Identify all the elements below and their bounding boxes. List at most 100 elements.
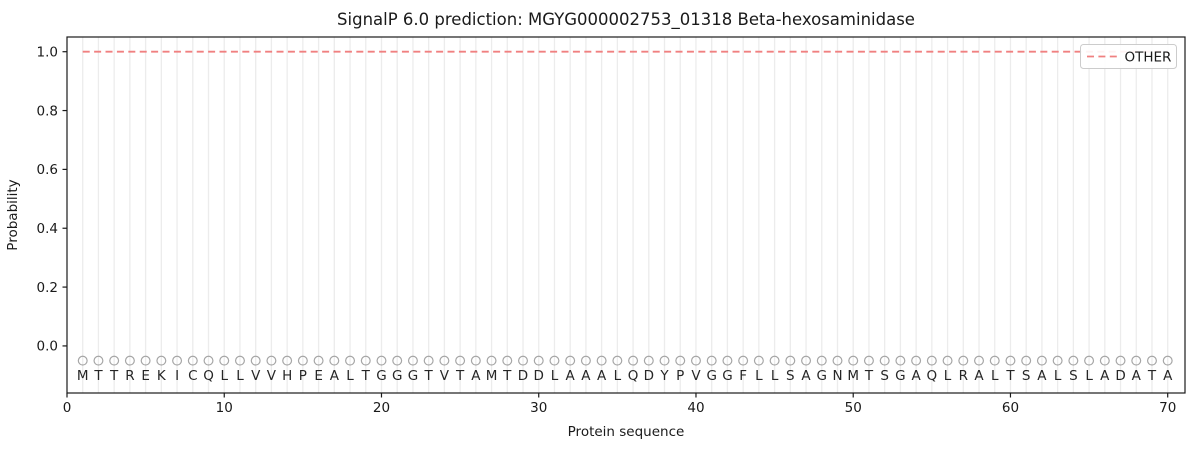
- residue-marker: [958, 355, 969, 366]
- residue-marker-layer: [77, 355, 1173, 366]
- residue-marker: [1036, 355, 1047, 366]
- residue-letter: R: [959, 368, 968, 384]
- residue-marker: [549, 355, 560, 366]
- residue-letter: G: [817, 368, 827, 384]
- x-axis-label: Protein sequence: [568, 424, 685, 440]
- residue-letter: N: [832, 368, 842, 384]
- residue-marker: [879, 355, 890, 366]
- residue-marker: [895, 355, 906, 366]
- residue-letter: Y: [659, 368, 669, 384]
- residue-marker: [219, 355, 230, 366]
- residue-marker: [816, 355, 827, 366]
- residue-letter: G: [706, 368, 716, 384]
- residue-letter: L: [346, 368, 354, 384]
- residue-marker: [628, 355, 639, 366]
- residue-marker: [612, 355, 623, 366]
- residue-letter: G: [392, 368, 402, 384]
- residue-letter: A: [911, 368, 921, 384]
- residue-letter: L: [755, 368, 763, 384]
- residue-marker: [785, 355, 796, 366]
- residue-letter: L: [771, 368, 779, 384]
- residue-marker: [124, 355, 135, 366]
- residue-letter: C: [188, 368, 197, 384]
- residue-letter: A: [1037, 368, 1047, 384]
- residue-letter: A: [566, 368, 576, 384]
- residue-letter: T: [864, 368, 874, 384]
- residue-letter: G: [408, 368, 418, 384]
- residue-letter: D: [1115, 368, 1125, 384]
- residue-marker: [911, 355, 922, 366]
- residue-marker: [282, 355, 293, 366]
- residue-letter: M: [77, 368, 89, 384]
- residue-marker: [172, 355, 183, 366]
- y-tick-label: 0.0: [37, 339, 58, 355]
- residue-marker: [675, 355, 686, 366]
- residue-marker: [250, 355, 261, 366]
- residue-letter: L: [1054, 368, 1062, 384]
- residue-marker: [93, 355, 104, 366]
- residue-marker: [423, 355, 434, 366]
- residue-letter: Q: [203, 368, 214, 384]
- residue-letter: G: [376, 368, 386, 384]
- residue-marker: [502, 355, 513, 366]
- x-tick-label: 40: [687, 400, 704, 416]
- axis-ticks-layer: 0 10 20 30 40 50 60 70 0.0 0.2 0.4 0.6 0.8 1.0: [37, 44, 1177, 416]
- residue-letter: S: [786, 368, 795, 384]
- residue-letter: V: [267, 368, 277, 384]
- residue-letter: A: [1132, 368, 1142, 384]
- residue-letter: T: [361, 368, 371, 384]
- residue-marker: [392, 355, 403, 366]
- x-tick-label: 0: [63, 400, 72, 416]
- residue-letter: T: [1005, 368, 1015, 384]
- residue-marker: [926, 355, 937, 366]
- residue-marker: [297, 355, 308, 366]
- residue-letter: A: [597, 368, 607, 384]
- residue-letter: A: [330, 368, 340, 384]
- residue-letter: A: [581, 368, 591, 384]
- residue-letter: D: [644, 368, 654, 384]
- residue-marker: [1099, 355, 1110, 366]
- residue-letter: M: [486, 368, 498, 384]
- residue-letter: A: [974, 368, 984, 384]
- residue-letter: L: [236, 368, 244, 384]
- residue-marker: [1131, 355, 1142, 366]
- residue-marker: [533, 355, 544, 366]
- y-tick-label: 0.4: [37, 221, 58, 237]
- residue-letter: M: [847, 368, 859, 384]
- residue-letter: P: [676, 368, 684, 384]
- residue-marker: [439, 355, 450, 366]
- residue-marker: [1052, 355, 1063, 366]
- residue-letter: Q: [927, 368, 938, 384]
- residue-marker: [77, 355, 88, 366]
- y-axis-label: Probability: [5, 179, 21, 250]
- y-tick-label: 0.2: [37, 280, 58, 296]
- residue-marker: [455, 355, 466, 366]
- residue-letter: T: [93, 368, 103, 384]
- residue-marker: [486, 355, 497, 366]
- residue-marker: [1084, 355, 1095, 366]
- residue-marker: [722, 355, 733, 366]
- residue-marker: [1115, 355, 1126, 366]
- y-tick-label: 0.8: [37, 103, 58, 119]
- plot-border: [66, 36, 1186, 394]
- gridlines: [82, 37, 1169, 393]
- residue-marker: [769, 355, 780, 366]
- residue-marker: [518, 355, 529, 366]
- residue-letter: T: [424, 368, 434, 384]
- x-tick-label: 60: [1002, 400, 1019, 416]
- residue-letter: E: [314, 368, 323, 384]
- residue-letter: E: [141, 368, 150, 384]
- x-tick-label: 10: [216, 400, 233, 416]
- residue-marker: [360, 355, 371, 366]
- residue-marker: [942, 355, 953, 366]
- residue-letter: A: [1100, 368, 1110, 384]
- residue-letter: K: [157, 368, 167, 384]
- residue-marker: [753, 355, 764, 366]
- residue-marker: [580, 355, 591, 366]
- residue-letter: L: [614, 368, 622, 384]
- residue-marker: [974, 355, 985, 366]
- residue-marker: [1005, 355, 1016, 366]
- residue-marker: [832, 355, 843, 366]
- residue-letter: Q: [628, 368, 639, 384]
